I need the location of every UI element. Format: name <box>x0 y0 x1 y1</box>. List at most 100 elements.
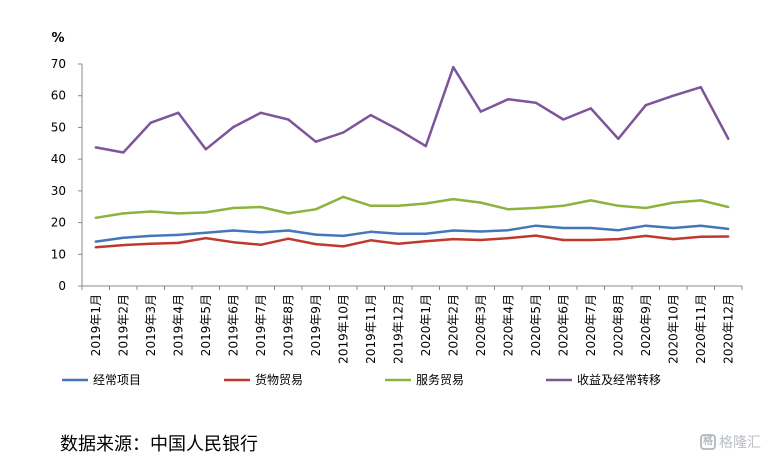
x-tick-label: 2019年9月 <box>309 294 323 356</box>
data-point-s3 <box>507 208 510 211</box>
data-point-s3 <box>204 211 207 214</box>
data-point-s4 <box>369 113 372 117</box>
y-tick-label: 0 <box>58 279 66 293</box>
data-point-s1 <box>314 233 317 236</box>
x-tick-label: 2020年12月 <box>721 294 735 364</box>
x-tick-label: 2019年2月 <box>116 294 130 356</box>
data-point-s4 <box>644 104 647 107</box>
y-axis-unit-label: % <box>51 31 64 46</box>
data-point-s2 <box>122 243 125 247</box>
data-point-s4 <box>204 148 207 151</box>
data-point-s2 <box>94 246 97 249</box>
x-tick-label: 2020年8月 <box>611 294 625 356</box>
data-point-s1 <box>259 231 262 234</box>
data-point-s1 <box>342 234 345 238</box>
data-point-s3 <box>342 195 345 199</box>
data-point-s3 <box>424 202 427 205</box>
data-point-s2 <box>259 243 262 246</box>
data-point-s4 <box>727 137 730 141</box>
data-point-s2 <box>397 242 400 246</box>
data-point-s3 <box>479 201 482 204</box>
data-point-s2 <box>424 240 427 243</box>
data-point-s1 <box>424 232 427 235</box>
y-tick-label: 30 <box>51 184 66 198</box>
data-point-s2 <box>589 238 592 242</box>
series-line-3 <box>95 195 729 220</box>
x-tick-label: 2019年5月 <box>199 294 213 356</box>
data-point-s2 <box>204 236 207 240</box>
data-point-s2 <box>562 238 565 242</box>
data-point-s4 <box>314 140 317 143</box>
data-point-s4 <box>672 94 675 97</box>
data-point-s4 <box>397 128 400 131</box>
data-point-s2 <box>369 239 372 242</box>
data-point-s3 <box>397 204 400 207</box>
data-point-s3 <box>259 205 262 209</box>
data-point-s3 <box>452 197 455 201</box>
data-point-s1 <box>562 226 565 230</box>
data-point-s2 <box>617 237 620 241</box>
watermark: 格 格隆汇 <box>700 432 761 452</box>
data-point-s4 <box>617 137 620 141</box>
data-point-s2 <box>727 235 730 238</box>
data-point-s3 <box>122 212 125 215</box>
data-point-s1 <box>507 228 510 232</box>
watermark-logo-icon: 格 <box>700 434 716 450</box>
x-tick-label: 2019年12月 <box>391 294 405 364</box>
data-point-s2 <box>644 234 647 238</box>
data-point-s1 <box>149 234 152 238</box>
series-line-4 <box>95 65 730 154</box>
data-point-s2 <box>534 234 537 237</box>
x-tick-label: 2019年11月 <box>364 294 378 364</box>
data-point-s1 <box>534 224 537 227</box>
legend-label-1: 经常项目 <box>93 373 141 387</box>
data-point-s1 <box>672 226 675 230</box>
data-point-s1 <box>644 224 647 227</box>
data-point-s2 <box>287 237 290 240</box>
data-point-s3 <box>699 199 702 202</box>
data-point-s2 <box>507 236 510 240</box>
data-point-s1 <box>204 231 207 234</box>
data-point-s1 <box>617 228 620 232</box>
x-tick-label: 2020年4月 <box>501 294 515 356</box>
x-tick-label: 2019年7月 <box>254 294 268 356</box>
data-point-s3 <box>287 212 290 215</box>
legend-label-3: 服务贸易 <box>416 372 464 387</box>
x-tick-label: 2020年2月 <box>446 294 460 356</box>
series-line-1 <box>95 224 729 243</box>
data-point-s4 <box>259 111 262 115</box>
data-point-s2 <box>232 241 235 244</box>
data-point-s4 <box>122 151 125 154</box>
data-point-s4 <box>424 144 427 148</box>
data-point-s4 <box>699 85 702 89</box>
x-tick-label: 2020年6月 <box>556 294 570 356</box>
data-point-s4 <box>452 65 455 69</box>
data-point-s1 <box>232 229 235 232</box>
x-tick-label: 2019年3月 <box>144 294 158 356</box>
data-point-s4 <box>507 98 510 101</box>
data-point-s1 <box>452 229 455 232</box>
data-point-s1 <box>479 230 482 233</box>
data-point-s4 <box>94 146 97 149</box>
data-point-s4 <box>342 131 345 134</box>
data-point-s1 <box>699 224 702 227</box>
data-point-s3 <box>727 205 730 209</box>
data-point-s4 <box>149 121 152 124</box>
data-point-s4 <box>232 125 235 129</box>
y-tick-label: 70 <box>51 57 66 71</box>
data-point-s3 <box>589 199 592 202</box>
data-point-s3 <box>177 212 180 215</box>
data-point-s4 <box>287 118 290 121</box>
legend-label-2: 货物贸易 <box>255 372 303 387</box>
data-point-s4 <box>177 111 180 115</box>
data-point-s3 <box>232 206 235 210</box>
data-point-s3 <box>672 201 675 204</box>
data-point-s2 <box>149 242 152 246</box>
y-tick-label: 20 <box>51 216 66 230</box>
x-tick-label: 2020年9月 <box>639 294 653 356</box>
legend-label-4: 收益及经常转移 <box>577 372 661 387</box>
x-tick-label: 2019年8月 <box>281 294 295 356</box>
x-tick-label: 2020年11月 <box>694 294 708 364</box>
data-point-s1 <box>177 233 180 237</box>
